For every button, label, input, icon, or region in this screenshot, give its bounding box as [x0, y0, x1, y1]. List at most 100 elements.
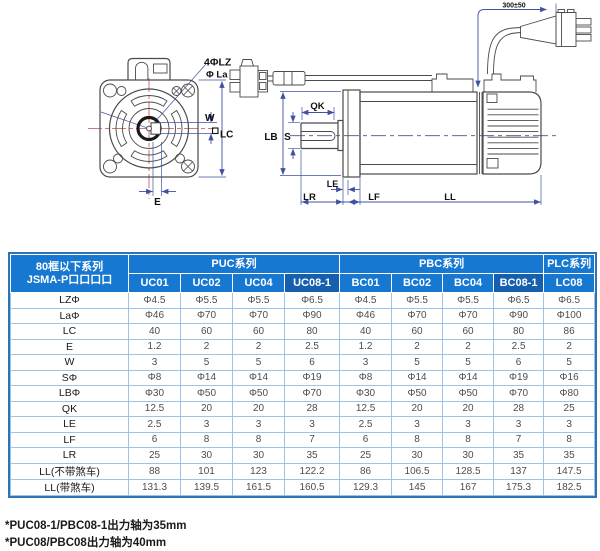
power-connector	[520, 9, 592, 47]
table-cell: 175.3	[493, 478, 545, 496]
table-row: LL(带煞车) 131.3 139.5 161.5 160.5 129.3 145 167 17…	[10, 478, 596, 496]
row-label: LR	[10, 447, 129, 464]
table-cell: Φ14	[232, 369, 285, 386]
table-body: LZΦ Φ4.5 Φ5.5 Φ5.5 Φ6.5 Φ4.5 Φ5.5 Φ5.5 Φ6.5 Φ6.5 L…	[10, 292, 596, 496]
corner-header-line2: JSMA-P口口口口	[26, 273, 113, 286]
table-cell: 20	[391, 400, 444, 417]
table-cell: 5	[232, 354, 285, 371]
dim-bottom: LE LR LF LL	[300, 150, 542, 205]
table-cell: 80	[283, 323, 341, 340]
table-cell: Φ30	[339, 385, 393, 402]
table-cell: 35	[543, 447, 596, 464]
rear-cover	[482, 91, 542, 175]
table-cell: 161.5	[232, 478, 285, 496]
terminal-block-left	[431, 73, 474, 92]
table-cell: 80	[493, 323, 545, 340]
table-cell: 5	[442, 354, 495, 371]
label-300: 300±50	[502, 3, 525, 10]
label-w: W	[205, 113, 215, 124]
table-cell: 131.3	[128, 478, 181, 496]
table-cell: 129.3	[339, 478, 393, 496]
table-cell: 30	[442, 447, 495, 464]
table-cell: Φ4.5	[128, 292, 181, 309]
table-row: QK 12.5 20 20 28 12.5 20 20 28 25	[10, 400, 596, 417]
table-cell: 2	[232, 338, 285, 355]
keyway-notch	[150, 122, 162, 135]
model-header: UC08-1	[283, 273, 341, 293]
table-cell: 1.2	[128, 338, 181, 355]
row-label: LL(不带煞车)	[10, 462, 129, 480]
label-4phi-lz: 4ΦLZ	[204, 57, 232, 69]
table-cell: 2.5	[493, 338, 545, 355]
table-cell: 6	[283, 354, 341, 371]
rear-ribs	[486, 93, 539, 169]
table-cell: 35	[493, 447, 545, 464]
table-cell: Φ70	[232, 307, 285, 324]
table-cell: 2	[442, 338, 495, 355]
table-cell: Φ19	[493, 369, 545, 386]
terminal-housing	[127, 57, 171, 80]
table-cell: 167	[442, 478, 495, 496]
table-cell: 8	[442, 431, 495, 448]
dim-e: E	[139, 142, 176, 208]
table-cell: 3	[442, 416, 495, 433]
table-cell: Φ90	[493, 307, 545, 324]
table-cell: Φ70	[391, 307, 444, 324]
table-cell: 28	[283, 400, 341, 417]
table-cell: 147.5	[543, 462, 596, 480]
row-label: W	[10, 354, 129, 371]
table-cell: 145	[391, 478, 444, 496]
label-lb: LB	[264, 132, 277, 143]
table-cell: Φ70	[493, 385, 545, 402]
table-cell: 2	[543, 338, 596, 355]
table-cell: 20	[442, 400, 495, 417]
table-cell: 3	[232, 416, 285, 433]
motor-flange	[342, 89, 361, 178]
table-cell: 12.5	[339, 400, 393, 417]
table-cell: 60	[232, 323, 285, 340]
table-cell: 106.5	[391, 462, 444, 480]
boss-circle	[128, 108, 170, 149]
label-e: E	[154, 197, 161, 208]
model-header: UC01	[128, 273, 181, 293]
label-s: S	[284, 132, 291, 143]
table-cell: 30	[180, 447, 233, 464]
table-cell: Φ46	[339, 307, 393, 324]
table-row: E 1.2 2 2 2.5 1.2 2 2 2.5 2	[10, 338, 596, 355]
model-header: BC04	[442, 273, 495, 293]
bolt-holes	[103, 83, 195, 174]
dim-w: W	[161, 112, 217, 144]
table-cell: 2	[391, 338, 444, 355]
row-label: LE	[10, 416, 129, 433]
encoder-connector	[229, 59, 432, 98]
header-model-row: UC01 UC02 UC04 UC08-1 BC01 BC02 BC04 BC08-1 LC08	[11, 273, 596, 293]
table-cell: 2.5	[128, 416, 181, 433]
table-cell: 122.2	[283, 462, 341, 480]
table-cell: Φ46	[128, 307, 181, 324]
series-header: PBC系列	[339, 254, 545, 274]
table-cell: 2.5	[283, 338, 341, 355]
table-cell: 2.5	[339, 416, 393, 433]
power-cable	[487, 27, 522, 75]
table-cell: 3	[180, 416, 233, 433]
dim-lc: LC	[198, 79, 233, 178]
table-cell: Φ14	[180, 369, 233, 386]
table-cell: 6	[339, 431, 393, 448]
table-cell: 3	[493, 416, 545, 433]
row-label: LZΦ	[10, 292, 129, 309]
table-cell: Φ14	[442, 369, 495, 386]
table-cell: 40	[339, 323, 393, 340]
table-cell: Φ50	[442, 385, 495, 402]
table-cell: 8	[232, 431, 285, 448]
table-cell: 60	[180, 323, 233, 340]
terminal-slot	[135, 61, 149, 80]
footnote-line: *PUC08-1/PBC08-1出力轴为35mm	[5, 520, 187, 532]
model-header: UC04	[232, 273, 285, 293]
table-cell: 30	[232, 447, 285, 464]
spec-table-grid: 80框以下系列 JSMA-P口口口口 PUC系列 PBC系列 PLC系列 UC01 UC02…	[10, 254, 596, 496]
table-cell: Φ6.5	[283, 292, 341, 309]
spec-table: 80框以下系列 JSMA-P口口口口 PUC系列 PBC系列 PLC系列 UC01 UC02…	[8, 252, 598, 498]
table-cell: 182.5	[543, 478, 596, 496]
table-cell: Φ8	[128, 369, 181, 386]
